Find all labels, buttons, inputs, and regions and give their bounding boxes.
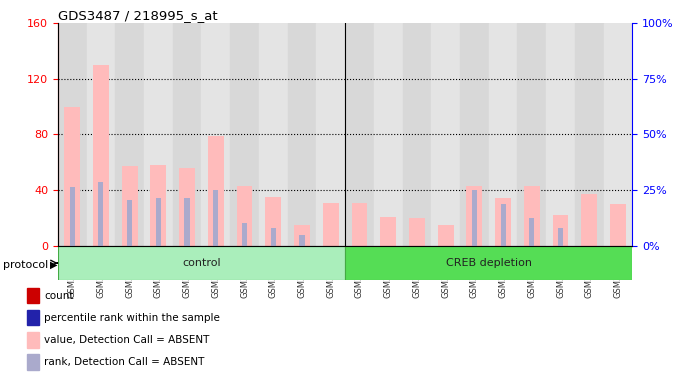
Bar [173, 23, 201, 246]
Bar [489, 23, 517, 246]
Bar [495, 199, 511, 246]
Bar [316, 23, 345, 246]
Bar [27, 310, 39, 326]
Bar [345, 23, 374, 246]
Bar [116, 23, 144, 246]
Bar [93, 65, 109, 246]
Bar [403, 23, 431, 246]
Text: value, Detection Call = ABSENT: value, Detection Call = ABSENT [44, 335, 209, 345]
Bar [144, 23, 173, 246]
Bar [127, 200, 132, 246]
Bar [529, 218, 534, 246]
Text: ▶: ▶ [50, 260, 57, 270]
Bar [546, 23, 575, 246]
FancyBboxPatch shape [345, 246, 632, 280]
Bar [150, 165, 166, 246]
Bar [237, 186, 252, 246]
Bar [214, 190, 218, 246]
Bar [466, 186, 482, 246]
Text: control: control [182, 258, 221, 268]
Bar [294, 225, 310, 246]
Bar [58, 23, 86, 246]
Bar [208, 136, 224, 246]
Bar [460, 23, 489, 246]
Bar [323, 203, 339, 246]
Bar [500, 204, 506, 246]
Bar [122, 166, 137, 246]
Bar [27, 354, 39, 369]
Bar [86, 23, 116, 246]
Bar [180, 168, 195, 246]
Bar [517, 23, 546, 246]
Bar [156, 199, 161, 246]
Bar [27, 288, 39, 303]
Bar [431, 23, 460, 246]
Bar [581, 194, 597, 246]
Text: CREB depletion: CREB depletion [446, 258, 532, 268]
Bar [409, 218, 425, 246]
Text: count: count [44, 291, 73, 301]
Bar [610, 204, 626, 246]
Bar [99, 182, 103, 246]
Text: GDS3487 / 218995_s_at: GDS3487 / 218995_s_at [58, 9, 218, 22]
Bar [201, 23, 231, 246]
Bar [259, 23, 288, 246]
Bar [288, 23, 316, 246]
Bar [242, 223, 247, 246]
Bar [575, 23, 604, 246]
Text: percentile rank within the sample: percentile rank within the sample [44, 313, 220, 323]
Bar [472, 190, 477, 246]
Text: rank, Detection Call = ABSENT: rank, Detection Call = ABSENT [44, 357, 205, 367]
Bar [27, 332, 39, 348]
Bar [558, 228, 563, 246]
Bar [69, 187, 75, 246]
Bar [230, 23, 259, 246]
Bar [438, 225, 454, 246]
Bar [271, 228, 276, 246]
Bar [299, 235, 305, 246]
Bar [374, 23, 403, 246]
Bar [524, 186, 540, 246]
Bar [65, 107, 80, 246]
FancyBboxPatch shape [58, 246, 345, 280]
Bar [352, 203, 367, 246]
Bar [265, 197, 281, 246]
Text: protocol: protocol [3, 260, 49, 270]
Bar [604, 23, 632, 246]
Bar [184, 199, 190, 246]
Bar [553, 215, 568, 246]
Bar [380, 217, 396, 246]
